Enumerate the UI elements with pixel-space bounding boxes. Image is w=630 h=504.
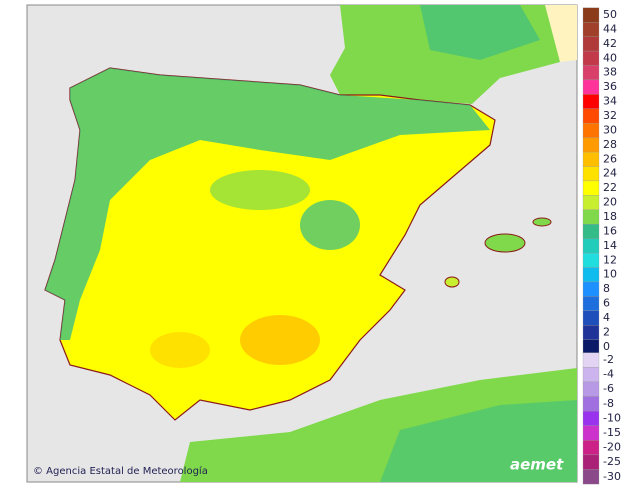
legend-label: 10 (603, 268, 617, 281)
legend-swatch (582, 296, 600, 311)
mild-patch (210, 170, 310, 210)
legend-label: 4 (603, 311, 610, 324)
legend-swatch (582, 238, 600, 254)
legend-label: 8 (603, 282, 610, 295)
warm-patch-2 (150, 332, 210, 368)
legend-label: -10 (603, 411, 621, 424)
legend-swatch (582, 367, 600, 383)
legend-swatch (582, 79, 600, 95)
legend-swatch (582, 267, 600, 283)
legend-swatch (582, 440, 600, 456)
legend-label: 14 (603, 239, 617, 252)
legend-label: -20 (603, 441, 621, 454)
menorca (532, 217, 552, 227)
credit: © Agencia Estatal de Meteorología (33, 465, 208, 477)
france-east (545, 5, 577, 62)
logo: aemet (510, 456, 564, 474)
legend-label: -4 (603, 368, 614, 381)
legend-swatch (582, 339, 600, 355)
legend-label: 2 (603, 325, 610, 338)
legend-label: 16 (603, 224, 617, 237)
legend-label: 36 (603, 80, 617, 93)
legend-label: 22 (603, 181, 617, 194)
legend-swatch (582, 310, 600, 326)
map: © Agencia Estatal de Meteorología aemet (26, 4, 578, 483)
mallorca (484, 233, 526, 253)
legend-swatch (582, 469, 600, 485)
legend-swatch (582, 180, 600, 196)
legend-label: 24 (603, 167, 617, 180)
legend-swatch (582, 123, 600, 138)
cool-north (45, 68, 490, 340)
legend-swatch (582, 36, 600, 52)
legend-swatch (582, 410, 600, 426)
cool-patch (300, 200, 360, 250)
legend-swatch (582, 151, 600, 167)
africa-cool (380, 400, 577, 482)
legend-label: 20 (603, 196, 617, 209)
legend-label: 40 (603, 51, 617, 64)
legend-swatch (582, 454, 600, 470)
legend-swatch (582, 325, 600, 340)
legend-swatch (582, 209, 600, 225)
legend-label: 26 (603, 152, 617, 165)
legend-swatch (582, 281, 600, 297)
legend-label: 30 (603, 123, 617, 136)
legend-swatch (582, 396, 600, 412)
legend-label: 32 (603, 109, 617, 122)
legend-swatch (582, 94, 600, 109)
legend-swatch (582, 352, 600, 368)
legend-label: 18 (603, 210, 617, 223)
legend-label: -8 (603, 397, 614, 410)
legend: 5044424038363432302826242220181614121086… (582, 7, 621, 485)
legend-label: 12 (603, 253, 617, 266)
legend-label: 44 (603, 22, 617, 35)
legend-label: 28 (603, 138, 617, 151)
legend-swatch (582, 50, 600, 66)
legend-label: 34 (603, 95, 617, 108)
legend-label: -15 (603, 426, 621, 439)
legend-swatch (582, 22, 600, 37)
legend-swatch (582, 224, 600, 239)
legend-label: -2 (603, 353, 614, 366)
legend-swatch (582, 7, 600, 23)
legend-label: 50 (603, 8, 617, 21)
legend-label: 42 (603, 37, 617, 50)
ibiza (444, 276, 460, 288)
legend-label: 6 (603, 297, 610, 310)
legend-label: -25 (603, 455, 621, 468)
legend-label: -6 (603, 382, 614, 395)
legend-swatch (582, 65, 600, 81)
legend-swatch (582, 166, 600, 182)
legend-swatch (582, 381, 600, 397)
legend-label: -30 (603, 470, 621, 483)
legend-swatch (582, 108, 600, 124)
legend-label: 0 (603, 340, 610, 353)
warm-patch (240, 315, 320, 365)
legend-swatch (582, 195, 600, 210)
legend-swatch (582, 252, 600, 268)
legend-swatch (582, 425, 600, 441)
legend-label: 38 (603, 66, 617, 79)
legend-swatch (582, 137, 600, 153)
france-cool (420, 5, 540, 60)
